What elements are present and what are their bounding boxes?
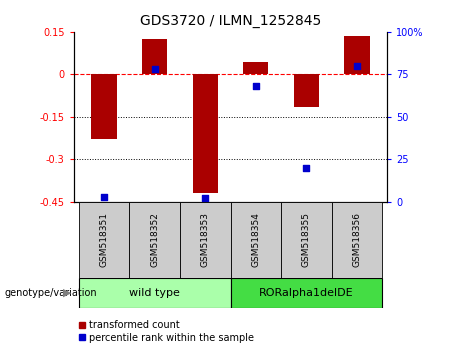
Bar bbox=[79, 202, 130, 278]
Point bbox=[252, 84, 260, 89]
Bar bbox=[193, 74, 218, 193]
Bar bbox=[142, 39, 167, 74]
Text: GSM518351: GSM518351 bbox=[100, 212, 109, 267]
Text: GSM518355: GSM518355 bbox=[302, 212, 311, 267]
Bar bbox=[91, 74, 117, 139]
Point bbox=[201, 195, 209, 201]
Bar bbox=[230, 278, 382, 308]
Bar bbox=[331, 202, 382, 278]
Bar bbox=[243, 62, 268, 74]
Legend: transformed count, percentile rank within the sample: transformed count, percentile rank withi… bbox=[79, 320, 254, 343]
Bar bbox=[79, 278, 230, 308]
Bar bbox=[281, 202, 331, 278]
Bar bbox=[344, 36, 370, 74]
Text: genotype/variation: genotype/variation bbox=[5, 288, 97, 298]
Text: wild type: wild type bbox=[129, 288, 180, 298]
Point bbox=[303, 165, 310, 171]
Bar bbox=[230, 202, 281, 278]
Text: ▶: ▶ bbox=[63, 288, 71, 298]
Point bbox=[100, 194, 108, 200]
Text: GSM518352: GSM518352 bbox=[150, 212, 159, 267]
Bar bbox=[294, 74, 319, 107]
Bar bbox=[180, 202, 230, 278]
Text: GSM518353: GSM518353 bbox=[201, 212, 210, 267]
Text: GSM518356: GSM518356 bbox=[352, 212, 361, 267]
Bar bbox=[130, 202, 180, 278]
Text: GSM518354: GSM518354 bbox=[251, 212, 260, 267]
Point bbox=[151, 67, 158, 72]
Title: GDS3720 / ILMN_1252845: GDS3720 / ILMN_1252845 bbox=[140, 14, 321, 28]
Point bbox=[353, 63, 361, 69]
Text: RORalpha1delDE: RORalpha1delDE bbox=[259, 288, 354, 298]
